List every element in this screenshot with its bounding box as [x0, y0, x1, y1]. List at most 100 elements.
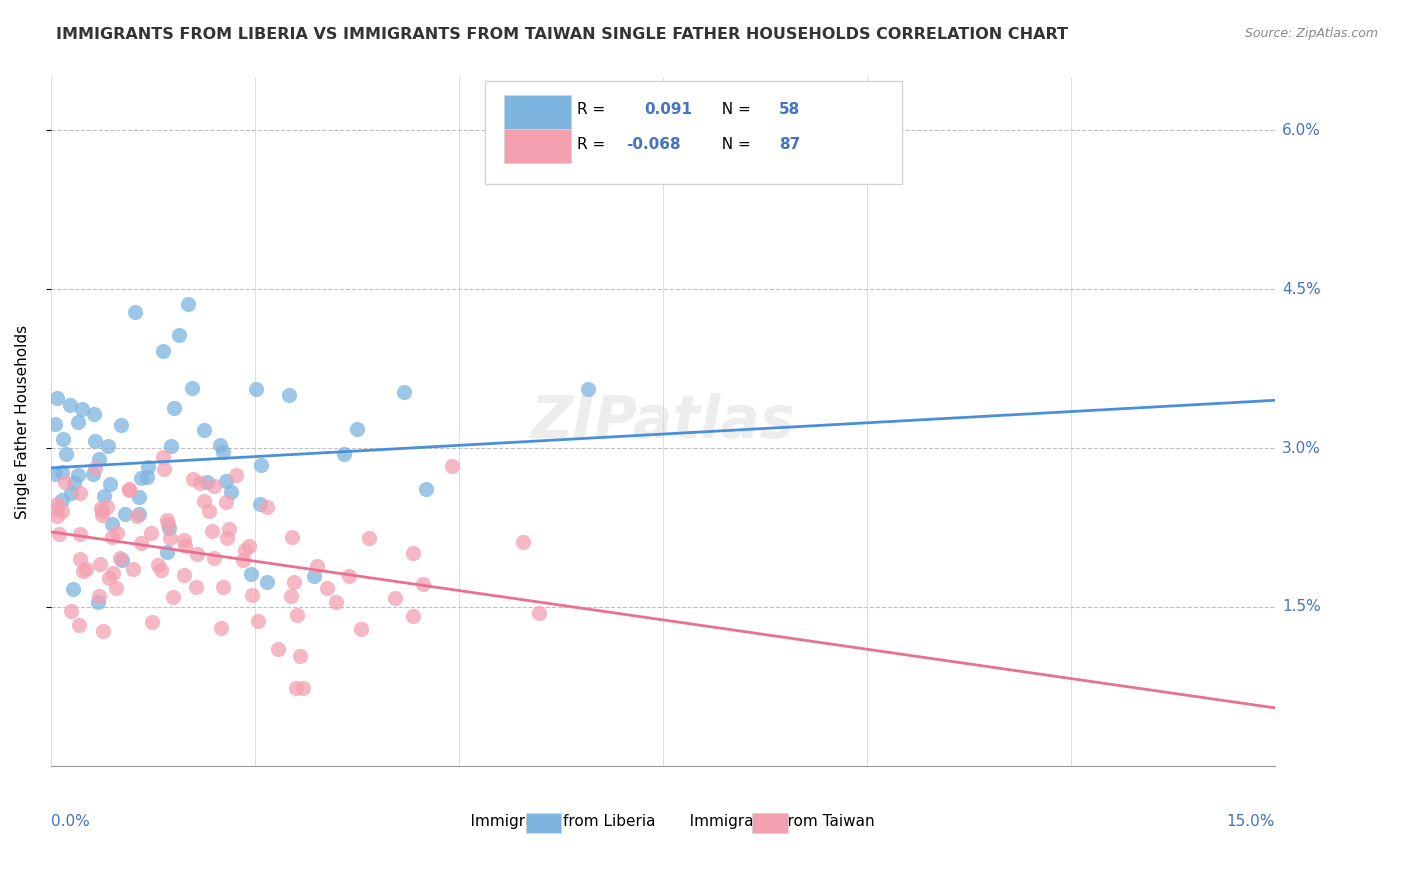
Point [90, 508, 112, 522]
Point [52, 432, 75, 446]
Point [101, 516, 124, 531]
Point [238, 539, 260, 553]
Point [97, 571, 120, 585]
Point [169, 327, 191, 342]
Text: N =: N = [711, 103, 755, 117]
FancyBboxPatch shape [526, 813, 561, 832]
Text: ZIPatlas: ZIPatlas [530, 393, 796, 450]
Point [51, 493, 73, 508]
Point [162, 591, 184, 605]
Text: 1.5%: 1.5% [1282, 599, 1320, 615]
Point [277, 388, 299, 402]
Point [186, 548, 208, 562]
Point [392, 385, 415, 400]
Point [325, 595, 347, 609]
FancyBboxPatch shape [485, 81, 901, 184]
Point [87, 590, 110, 604]
Point [339, 569, 361, 583]
Point [129, 470, 152, 484]
Point [285, 608, 308, 623]
Point [202, 479, 225, 493]
Text: Immigrants from Liberia       Immigrants from Taiwan: Immigrants from Liberia Immigrants from … [451, 814, 875, 829]
Point [59, 486, 82, 500]
Point [285, 681, 308, 696]
Point [280, 530, 302, 544]
Point [46, 501, 69, 516]
Point [44, 417, 66, 431]
Point [124, 304, 146, 318]
Point [69, 527, 91, 541]
Point [93, 490, 115, 504]
Point [157, 517, 180, 532]
Point [346, 422, 368, 436]
Point [384, 591, 406, 605]
FancyBboxPatch shape [503, 95, 571, 129]
Point [163, 401, 186, 415]
Point [316, 581, 339, 595]
Point [177, 296, 200, 310]
Text: 6.0%: 6.0% [1282, 123, 1320, 138]
Text: -0.068: -0.068 [626, 136, 681, 152]
Text: 0.0%: 0.0% [51, 814, 90, 829]
Point [53, 475, 76, 490]
FancyBboxPatch shape [752, 813, 787, 832]
Point [350, 622, 373, 636]
Point [108, 550, 131, 565]
Point [181, 472, 204, 486]
Point [44, 467, 66, 482]
Point [198, 504, 221, 518]
Text: 87: 87 [779, 136, 800, 152]
Point [240, 567, 263, 582]
Y-axis label: Single Father Households: Single Father Households [15, 325, 30, 518]
Point [246, 614, 269, 628]
Point [578, 383, 600, 397]
Point [225, 467, 247, 482]
Point [87, 451, 110, 466]
Point [128, 508, 150, 522]
Point [66, 415, 89, 429]
Point [152, 344, 174, 359]
Point [91, 624, 114, 638]
Point [60, 605, 83, 619]
Text: 58: 58 [779, 103, 800, 117]
Point [402, 609, 425, 624]
Point [105, 525, 128, 540]
Point [48, 527, 70, 541]
Point [111, 553, 134, 567]
Point [82, 467, 104, 482]
Point [208, 438, 231, 452]
Point [202, 551, 225, 566]
Point [98, 477, 121, 491]
Point [141, 526, 163, 541]
Point [193, 423, 215, 437]
Point [402, 546, 425, 560]
Point [128, 490, 150, 504]
Point [173, 567, 195, 582]
Text: 3.0%: 3.0% [1282, 441, 1320, 456]
Point [153, 462, 176, 476]
Point [84, 461, 107, 475]
Point [131, 536, 153, 550]
Text: 15.0%: 15.0% [1226, 814, 1275, 829]
Point [69, 486, 91, 500]
Point [90, 500, 112, 515]
Text: 4.5%: 4.5% [1282, 282, 1320, 297]
Point [87, 595, 110, 609]
Point [146, 558, 169, 572]
Point [125, 508, 148, 523]
Point [256, 574, 278, 589]
Point [156, 513, 179, 527]
Point [245, 383, 267, 397]
Point [188, 475, 211, 490]
Text: N =: N = [711, 136, 755, 152]
Point [62, 582, 84, 596]
Point [97, 438, 120, 452]
Point [51, 504, 73, 518]
Point [105, 581, 128, 595]
Point [173, 533, 195, 547]
Point [215, 474, 238, 488]
Point [75, 562, 97, 576]
Point [357, 531, 380, 545]
FancyBboxPatch shape [503, 129, 571, 163]
Point [90, 504, 112, 518]
